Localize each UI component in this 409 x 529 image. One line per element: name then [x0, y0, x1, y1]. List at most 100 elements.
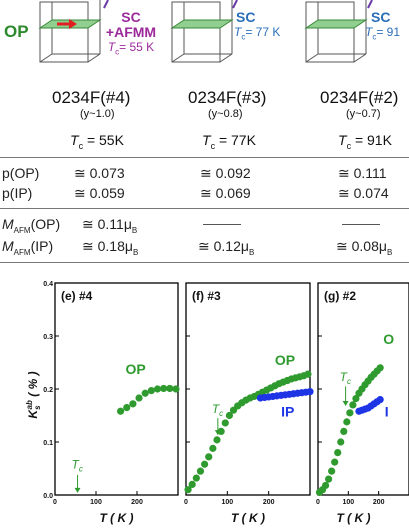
- box1-tc-symbol: T: [107, 40, 116, 54]
- data-point: [304, 370, 312, 378]
- box2-tc-value: = 77 K: [245, 25, 281, 39]
- x-tick-label: 0: [184, 499, 188, 506]
- p-op-2: ≅ 0.092: [200, 165, 251, 181]
- data-point: [213, 436, 221, 444]
- x-tick-label: 0: [53, 499, 57, 506]
- box3-tc-sub: c: [372, 32, 377, 42]
- panel-title: (f) #3: [192, 289, 221, 303]
- crystal-box-2: [170, 0, 234, 63]
- data-point: [160, 384, 168, 393]
- data-point: [205, 453, 213, 461]
- box2-sc-text: SC: [236, 9, 256, 25]
- m-ip-1-sub: B: [132, 247, 139, 257]
- panel-title: (e) #4: [61, 289, 93, 303]
- p-op-label: p(OP): [2, 165, 40, 181]
- x-tick-label: 200: [263, 499, 275, 506]
- box1-sc-text: SC: [121, 9, 141, 25]
- y-tick-label: 0.1: [43, 440, 53, 447]
- m-ip-2-sub: B: [248, 247, 255, 257]
- data-point: [147, 386, 155, 395]
- series-op: [315, 364, 384, 496]
- data-point: [321, 481, 330, 490]
- data-point: [172, 385, 180, 393]
- m-op-symbol: M: [2, 216, 14, 232]
- data-point: [135, 394, 143, 402]
- y-tick-label: 0.0: [43, 493, 53, 500]
- kinght-shift-charts: 0 100 200 0.0 0.1 0.2 0.3 0.4 (e) #4 OP Tc T ( K ) K…: [25, 281, 409, 525]
- series-label-ip: IP: [281, 404, 294, 420]
- box2-tc-sub: c: [241, 32, 246, 42]
- box3-label: SC Tc= 91: [365, 9, 400, 44]
- chart-panel-3: 0 100 200 (g) #2 O I Tc T ( K ): [315, 282, 409, 525]
- tc-value-3: Tc = 91K: [338, 132, 392, 151]
- m-ip-1: ≅ 0.18μB: [82, 238, 138, 257]
- data-point: [349, 401, 357, 409]
- tc2-sub: c: [210, 140, 216, 151]
- tc-label: Tc: [212, 402, 223, 418]
- data-point: [153, 385, 162, 393]
- tc1-symbol: T: [70, 132, 79, 148]
- tc-label: Tc: [72, 458, 83, 474]
- data-point: [343, 418, 351, 426]
- x-tick-label: 0: [316, 499, 320, 506]
- series-ip: [256, 388, 314, 402]
- crystal-box-3: [304, 0, 368, 63]
- tc3-sub: c: [346, 140, 352, 151]
- m-ip-3: ≅ 0.08μB: [336, 238, 392, 257]
- series-label-ip: I: [385, 404, 389, 420]
- m-ip-2: ≅ 0.12μB: [198, 238, 254, 257]
- series-label-op: O: [383, 331, 394, 347]
- divider-1: [0, 157, 409, 158]
- box3-sc-text: SC: [371, 9, 391, 25]
- crystal-box-1: [38, 0, 102, 63]
- sample-y-3: (y~0.7): [346, 108, 381, 120]
- m-ip-1-val: ≅ 0.18μ: [82, 238, 133, 254]
- x-axis-label: T ( K ): [231, 511, 265, 525]
- data-point: [123, 403, 131, 412]
- m-ip-3-sub: B: [386, 247, 393, 257]
- data-point: [201, 460, 209, 468]
- data-point: [192, 474, 200, 482]
- m-ip-2-val: ≅ 0.12μ: [198, 238, 249, 254]
- p-ip-1: ≅ 0.059: [74, 185, 125, 201]
- sample-name-1: 0234F(#4): [52, 88, 131, 107]
- panel-title: (g) #2: [324, 289, 356, 303]
- data-point: [129, 400, 137, 408]
- x-tick-label: 100: [221, 499, 233, 506]
- purple-spin-mark-3: [367, 0, 373, 9]
- m-op-label: MAFM(OP): [2, 216, 60, 235]
- box1-afmm-text: +AFMM: [105, 24, 157, 40]
- box2-tc: Tc= 77 K: [234, 25, 280, 44]
- data-point: [328, 467, 336, 475]
- x-tick-label: 100: [342, 499, 354, 506]
- data-point: [117, 407, 125, 415]
- tc3-symbol: T: [338, 132, 347, 148]
- x-tick-label: 200: [131, 499, 143, 506]
- data-point: [325, 475, 333, 483]
- tc-value-1: Tc = 55K: [70, 132, 124, 151]
- tc-annotation: Tc: [212, 402, 223, 436]
- y-tick-label: 0.2: [43, 387, 53, 394]
- data-point: [196, 467, 205, 475]
- series-ip: [355, 396, 384, 415]
- m-op-sub: AFM: [13, 225, 31, 235]
- data-point: [221, 419, 229, 427]
- p-op-1: ≅ 0.073: [74, 165, 125, 181]
- tc1-val: = 55K: [86, 132, 124, 148]
- tc-arrow-head: [342, 400, 349, 406]
- data-point: [376, 396, 384, 404]
- data-point: [334, 449, 342, 457]
- x-tick-label: 100: [90, 499, 102, 506]
- tc2-val: = 77K: [218, 132, 256, 148]
- data-point: [141, 389, 149, 397]
- box2-label: SC Tc= 77 K: [234, 9, 280, 44]
- divider-2: [0, 208, 409, 209]
- data-point: [346, 409, 354, 417]
- sample-name-3: 0234F(#2): [320, 88, 399, 107]
- box1-tc-value: = 55 K: [119, 40, 155, 54]
- tc-value-2: Tc = 77K: [202, 132, 256, 151]
- sample-name-2: 0234F(#3): [188, 88, 267, 107]
- m-op-1: ≅ 0.11μB: [82, 216, 137, 235]
- box3-tc-symbol: T: [365, 25, 373, 39]
